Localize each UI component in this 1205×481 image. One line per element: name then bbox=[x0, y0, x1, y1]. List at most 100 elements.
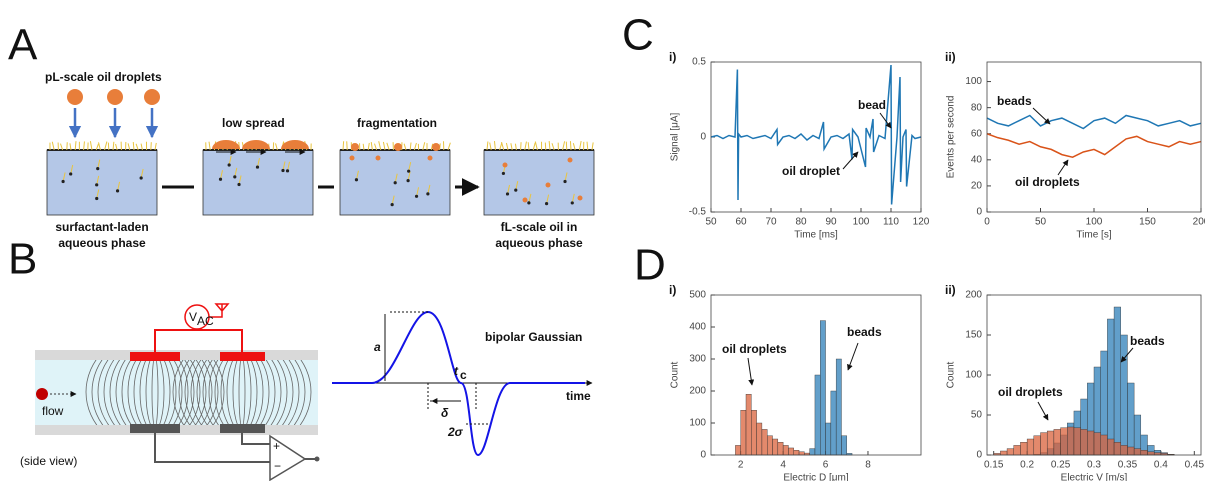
label: time bbox=[566, 389, 591, 403]
x-tick-label: 0 bbox=[984, 217, 990, 228]
panel-b: V AC + − flow (side view) bipolar Gaussi… bbox=[20, 303, 593, 481]
electrode bbox=[220, 352, 265, 361]
histogram-bar bbox=[756, 422, 763, 456]
molecule bbox=[414, 194, 419, 198]
dimension bbox=[384, 314, 461, 401]
surfactant bbox=[112, 141, 115, 151]
histogram-bar bbox=[1127, 446, 1135, 456]
y-tick-label: 40 bbox=[971, 154, 983, 165]
x-axis-label: Electric D [μm] bbox=[783, 473, 848, 481]
surfactant bbox=[422, 142, 426, 151]
field-lines bbox=[85, 360, 312, 425]
annotation-arrow bbox=[1057, 159, 1069, 176]
surfactant bbox=[489, 142, 492, 151]
data-line bbox=[986, 114, 1202, 130]
surfactant bbox=[374, 143, 378, 151]
panel-label: i) bbox=[669, 283, 676, 297]
annotation-arrow bbox=[1032, 107, 1051, 125]
surfactant bbox=[505, 142, 509, 151]
y-tick-label: 50 bbox=[971, 410, 983, 421]
oil-spread bbox=[212, 140, 240, 149]
surfactant bbox=[569, 141, 572, 151]
annotation-arrow bbox=[847, 342, 859, 371]
label: − bbox=[274, 459, 281, 473]
surfactant bbox=[60, 143, 64, 151]
histogram-bar bbox=[745, 394, 752, 456]
y-axis-label: Count bbox=[946, 361, 957, 388]
y-tick-label: 500 bbox=[689, 290, 706, 301]
label: δ bbox=[441, 406, 449, 420]
molecule bbox=[281, 168, 285, 173]
water bbox=[202, 149, 314, 216]
histogram-bar bbox=[1107, 318, 1115, 456]
surfactant bbox=[115, 143, 118, 151]
field-line bbox=[184, 360, 300, 425]
field-line bbox=[178, 360, 306, 425]
x-tick-label: 8 bbox=[865, 460, 871, 471]
surfactant bbox=[362, 143, 365, 151]
annotation: oil droplet bbox=[782, 164, 840, 178]
surfactant bbox=[562, 141, 566, 151]
y-tick-label: 0.5 bbox=[692, 57, 706, 68]
panel-label: i) bbox=[669, 50, 676, 64]
molecule bbox=[218, 177, 223, 181]
surfactant bbox=[493, 141, 496, 151]
oil-drop bbox=[545, 182, 551, 188]
x-tick-label: 0.3 bbox=[1087, 460, 1101, 471]
annotation: oil droplets bbox=[722, 342, 787, 356]
chart: ii) 0.15 0.2 0.25 0.3 0.35 0.4 0.45 0 50 100 150 200… bbox=[945, 283, 1204, 481]
y-tick-label: 100 bbox=[965, 370, 982, 381]
surfactant bbox=[500, 142, 505, 151]
droplet bbox=[36, 388, 48, 400]
surfactant bbox=[367, 142, 370, 151]
surfactant bbox=[572, 143, 576, 151]
histogram-bar bbox=[767, 435, 773, 456]
chart: i) 2 4 6 8 0 100 200 300 400 500 Electric D [μm] Cou… bbox=[669, 283, 922, 481]
panel-a: pL-scale oil droplets low spread fragmen… bbox=[45, 70, 595, 250]
histogram-bar bbox=[1133, 448, 1142, 456]
histogram-bar bbox=[820, 320, 826, 456]
molecule bbox=[544, 201, 549, 206]
plot-frame bbox=[986, 294, 1202, 456]
label: AC bbox=[197, 314, 214, 328]
electrode bbox=[220, 424, 265, 433]
molecule bbox=[115, 189, 120, 193]
histogram-bar bbox=[1113, 442, 1121, 456]
y-tick-label: 60 bbox=[971, 128, 983, 139]
y-tick-label: 80 bbox=[971, 102, 983, 113]
histogram-bar bbox=[1000, 450, 1008, 456]
panel-label: ii) bbox=[945, 283, 956, 297]
molecule bbox=[61, 179, 65, 184]
annotation: oil droplets bbox=[998, 385, 1063, 399]
annotation: bead bbox=[858, 98, 886, 112]
histogram-bar bbox=[1053, 429, 1061, 456]
histogram-bar bbox=[761, 429, 768, 456]
annotation: beads bbox=[997, 94, 1032, 108]
molecule bbox=[501, 171, 506, 176]
label: aqueous phase bbox=[495, 236, 583, 250]
surfactant bbox=[127, 143, 131, 151]
surfactant bbox=[342, 141, 345, 151]
label: V bbox=[189, 310, 197, 324]
histogram-bar bbox=[1140, 450, 1148, 456]
y-tick-label: 150 bbox=[965, 330, 982, 341]
x-tick-label: 0.15 bbox=[984, 460, 1004, 471]
surfactant bbox=[447, 142, 451, 151]
field-line bbox=[232, 360, 252, 425]
field-line bbox=[190, 360, 294, 425]
x-axis-label: Time [s] bbox=[1076, 230, 1111, 241]
panel-label: ii) bbox=[945, 50, 956, 64]
field-line bbox=[85, 360, 225, 425]
molecule bbox=[514, 188, 518, 192]
label: a bbox=[374, 340, 381, 354]
histogram-bar bbox=[830, 390, 837, 456]
surfactant bbox=[135, 143, 139, 151]
histogram-bar bbox=[1127, 382, 1135, 456]
oil-drop bbox=[107, 89, 123, 105]
histogram-bar bbox=[814, 374, 821, 456]
oil-drop bbox=[502, 162, 508, 168]
surfactant bbox=[386, 142, 390, 151]
plot-frame bbox=[710, 61, 922, 213]
amplifier bbox=[269, 434, 307, 481]
